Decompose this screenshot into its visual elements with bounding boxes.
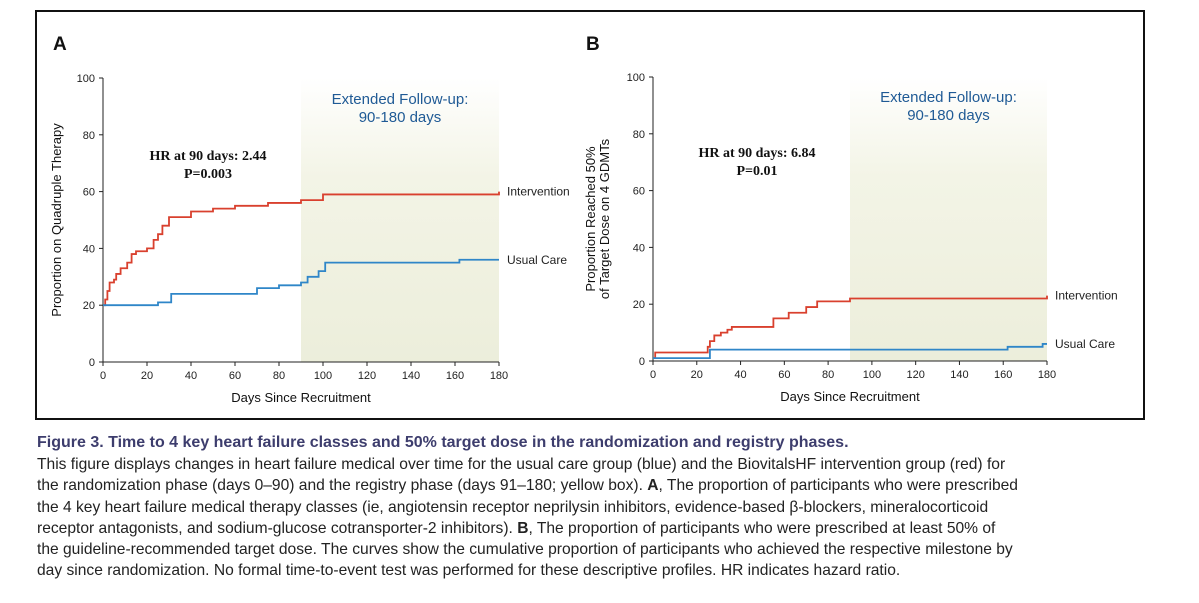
panel-b-usual-care-label: Usual Care bbox=[1055, 337, 1115, 351]
panel-b-x-tick-label: 180 bbox=[1038, 369, 1056, 381]
panel-b-y-axis-title-line2: of Target Dose on 4 GDMTs bbox=[597, 138, 612, 299]
figure-panels: 0 20 40 60 80 100 0 20 40 60 80 100 120 140 160 180 Days… bbox=[49, 34, 1118, 405]
panel-a-hr-annotation: HR at 90 days: 2.44 bbox=[149, 149, 266, 164]
panel-b-extended-followup-region bbox=[850, 77, 1047, 361]
panel-b-intervention-line bbox=[653, 295, 1048, 360]
panel-a-x-tick-label: 40 bbox=[185, 370, 197, 382]
panel-b-x-tick-label: 160 bbox=[994, 369, 1012, 381]
caption-body: This figure displays changes in heart fa… bbox=[37, 454, 1167, 582]
panel-a-x-tick-label: 120 bbox=[358, 370, 376, 382]
panel-a-x-tick-label: 80 bbox=[273, 370, 285, 382]
panel-a-x-tick-label: 160 bbox=[446, 370, 464, 382]
caption-line: the 4 key heart failure medical therapy … bbox=[37, 498, 989, 516]
panel-b-y-tick-label: 60 bbox=[633, 186, 645, 198]
panel-a-x-tick-label: 60 bbox=[229, 370, 241, 382]
panel-b-y-tick-label: 40 bbox=[633, 242, 645, 254]
panel-a-x-tick-label: 100 bbox=[314, 370, 332, 382]
caption-line: the guideline-recommended target dose. T… bbox=[37, 541, 1013, 559]
panel-a-y-tick-label: 40 bbox=[83, 243, 95, 255]
panel-a-x-axis-title: Days Since Recruitment bbox=[231, 390, 371, 405]
panel-a-intervention-label: Intervention bbox=[507, 185, 570, 199]
caption-line: receptor antagonists, and sodium-glucose… bbox=[37, 519, 513, 537]
panel-b-x-tick-label: 140 bbox=[950, 369, 968, 381]
panel-a-p-value-annotation: P=0.003 bbox=[184, 167, 232, 182]
panel-b-y-axis-title-line1: Proportion Reached 50% bbox=[583, 146, 598, 292]
panel-b-x-tick-label: 120 bbox=[906, 369, 924, 381]
caption-line: This figure displays changes in heart fa… bbox=[37, 456, 1006, 473]
panel-b-x-tick-label: 40 bbox=[734, 369, 746, 381]
panel-a-usual-care-line bbox=[103, 258, 499, 307]
panel-a-x-tick-label: 0 bbox=[100, 370, 106, 382]
figure-frame: 0 20 40 60 80 100 0 20 40 60 80 100 120 140 160 180 Days… bbox=[35, 10, 1145, 420]
panel-b-x-tick-label: 100 bbox=[863, 369, 881, 381]
panel-a-intervention-line bbox=[103, 191, 500, 307]
caption-line: the randomization phase (days 0–90) and … bbox=[37, 477, 643, 495]
panel-a-extended-followup-label: Extended Follow-up: bbox=[332, 91, 469, 108]
panel-b-extended-followup-label: Extended Follow-up: bbox=[880, 89, 1017, 106]
figure-caption: Figure 3. Time to 4 key heart failure cl… bbox=[37, 432, 1167, 582]
panel-a-x-tick-label: 180 bbox=[490, 370, 508, 382]
panel-b-y-tick-label: 20 bbox=[633, 299, 645, 311]
panel-a-extended-followup-region bbox=[301, 78, 499, 362]
panel-b-y-tick-label: 80 bbox=[633, 129, 645, 141]
panel-a-y-tick-label: 0 bbox=[89, 357, 95, 369]
caption-line: day since randomization. No formal time-… bbox=[37, 562, 901, 580]
panel-b-x-axis-title: Days Since Recruitment bbox=[780, 389, 920, 404]
panel-b-hr-annotation: HR at 90 days: 6.84 bbox=[698, 146, 815, 161]
panel-b-x-tick-label: 20 bbox=[691, 369, 703, 381]
panel-a-x-tick-label: 20 bbox=[141, 370, 153, 382]
panel-b-x-tick-label: 0 bbox=[650, 369, 656, 381]
caption-line: , The proportion of participants who wer… bbox=[658, 477, 1018, 495]
panel-b-y-tick-label: 0 bbox=[639, 356, 645, 368]
panel-b-letter: B bbox=[586, 34, 600, 55]
panel-a-usual-care-label: Usual Care bbox=[507, 253, 567, 267]
panel-a-y-axis-title: Proportion on Quadruple Therapy bbox=[49, 123, 64, 317]
panel-a-y-tick-label: 20 bbox=[83, 300, 95, 312]
panel-b-p-value-annotation: P=0.01 bbox=[736, 164, 777, 179]
caption-panel-a-ref: A bbox=[647, 477, 659, 495]
panel-a-y-tick-label: 80 bbox=[83, 130, 95, 142]
panel-a-letter: A bbox=[53, 34, 67, 55]
panel-b-usual-care-line bbox=[653, 343, 1047, 360]
panel-a-y-tick-label: 100 bbox=[77, 73, 95, 85]
panel-a-x-tick-label: 140 bbox=[402, 370, 420, 382]
panel-a-extended-followup-days: 90-180 days bbox=[359, 109, 442, 126]
caption-panel-b-ref: B bbox=[517, 519, 529, 537]
panel-b-x-tick-label: 80 bbox=[822, 369, 834, 381]
panel-b-extended-followup-days: 90-180 days bbox=[907, 107, 990, 124]
panel-a-y-tick-label: 60 bbox=[83, 187, 95, 199]
panel-b-y-tick-label: 100 bbox=[627, 72, 645, 84]
panel-b-x-tick-label: 60 bbox=[778, 369, 790, 381]
caption-line: , The proportion of participants who wer… bbox=[528, 519, 996, 537]
panel-b-intervention-label: Intervention bbox=[1055, 289, 1118, 303]
caption-title: Figure 3. Time to 4 key heart failure cl… bbox=[37, 434, 849, 451]
